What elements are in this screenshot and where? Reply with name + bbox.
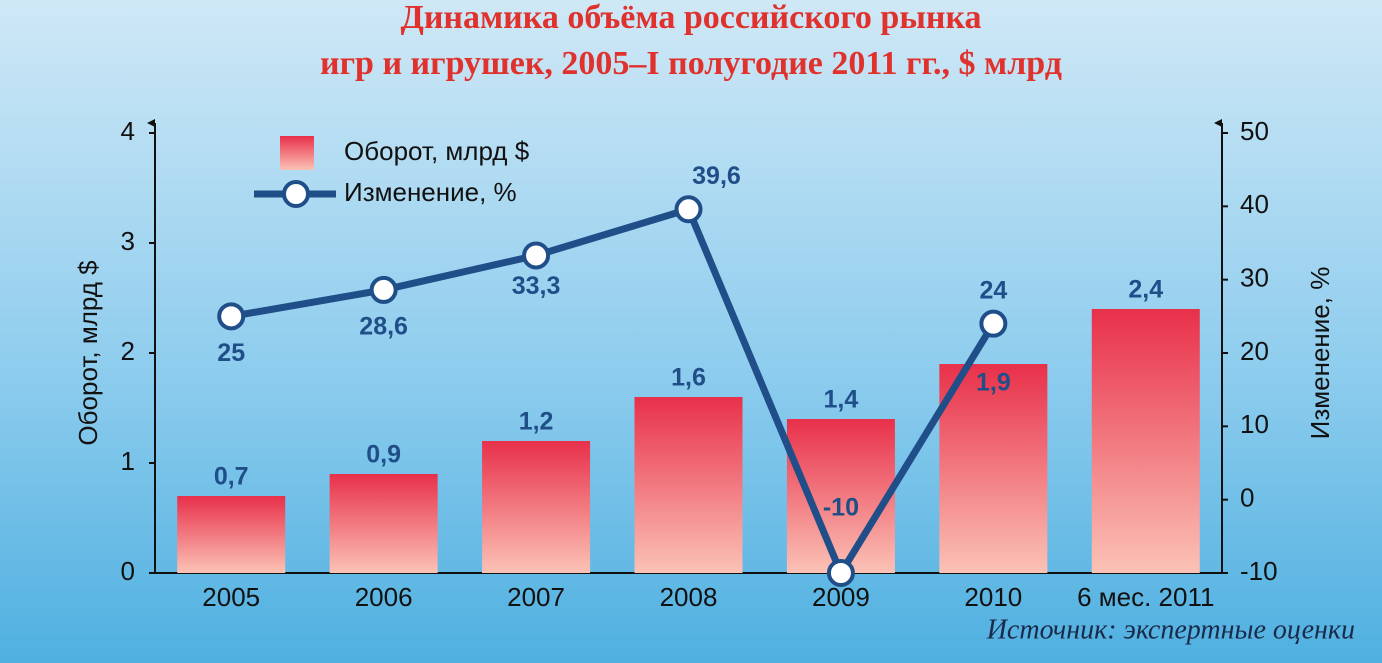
y2-tick-label: 40 <box>1240 189 1269 219</box>
y2-tick-label: 0 <box>1240 483 1254 513</box>
line <box>230 205 997 577</box>
y-tick-label: 3 <box>121 226 135 256</box>
chart-title: Динамика объёма российского рынка <box>400 0 981 36</box>
data-label: 1,2 <box>519 408 554 436</box>
data-label: 0,9 <box>366 441 401 469</box>
legend-label: Оборот, млрд $ <box>344 136 530 166</box>
x-tick-label: 2005 <box>202 582 260 612</box>
data-label: 24 <box>979 276 1007 304</box>
bar <box>939 364 1048 573</box>
x-tick-label: 6 мес. 2011 <box>1077 582 1214 612</box>
bar <box>1091 309 1200 573</box>
data-label: 2,4 <box>1128 276 1163 304</box>
line-marker <box>522 241 551 270</box>
data-label: -10 <box>823 494 859 522</box>
y2-tick-label: 10 <box>1240 409 1269 439</box>
y2-tick-label: -10 <box>1240 556 1278 586</box>
data-label: 33,3 <box>512 272 561 300</box>
legend-swatch <box>282 180 310 208</box>
line-marker <box>979 309 1008 338</box>
bar <box>177 496 286 573</box>
line-marker <box>826 559 855 587</box>
bar <box>329 474 438 573</box>
bar <box>482 441 591 573</box>
y2-tick-label: 20 <box>1240 336 1269 366</box>
y-tick-label: 1 <box>121 446 135 476</box>
data-label: 1,4 <box>824 386 859 414</box>
data-label: 25 <box>217 339 245 367</box>
y2-axis-label: Изменение, % <box>1305 267 1335 440</box>
chart-title: игр и игрушек, 2005–I полугодие 2011 гг.… <box>320 45 1062 82</box>
bar <box>634 397 743 573</box>
legend-label: Изменение, % <box>344 177 517 207</box>
data-label: 1,9 <box>976 369 1011 397</box>
legend-swatch <box>280 136 314 170</box>
y-tick-label: 0 <box>121 556 135 586</box>
y-tick-label: 4 <box>121 116 135 146</box>
x-tick-label: 2008 <box>660 582 718 612</box>
source-note: Источник: экспертные оценки <box>986 614 1355 645</box>
line-marker <box>674 195 703 224</box>
y-tick-label: 2 <box>121 336 135 366</box>
x-tick-label: 2006 <box>355 582 413 612</box>
x-tick-label: 2010 <box>964 582 1022 612</box>
data-label: 1,6 <box>671 364 706 392</box>
y2-tick-label: 30 <box>1240 263 1269 293</box>
y-axis-label: Оборот, млрд $ <box>73 260 103 446</box>
data-label: 28,6 <box>359 313 408 341</box>
x-tick-label: 2007 <box>507 582 565 612</box>
data-label: 0,7 <box>214 463 249 491</box>
line-marker <box>369 275 398 304</box>
line-marker <box>217 302 246 331</box>
data-label: 39,6 <box>692 162 741 190</box>
y2-tick-label: 50 <box>1240 116 1269 146</box>
